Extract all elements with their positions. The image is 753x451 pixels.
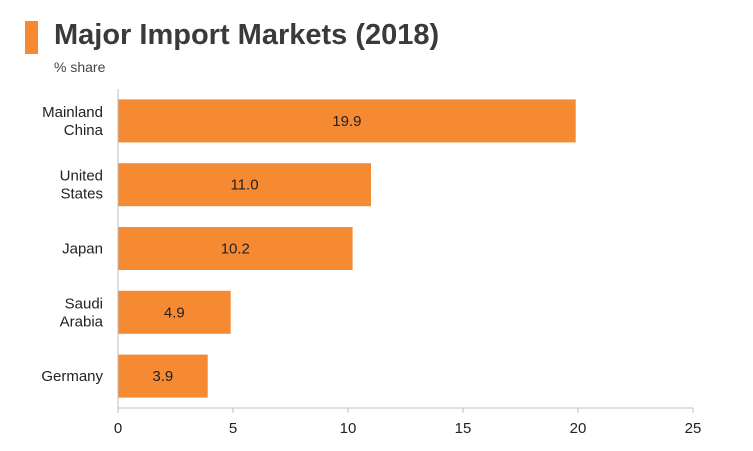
category-label-2: Japan [62,241,103,258]
category-label-0: Mainland China [42,104,104,139]
bar-4 [118,354,208,398]
bar-3 [118,290,231,334]
x-tick-label-0: 0 [114,420,122,437]
x-tick-label-5: 25 [685,420,702,437]
category-label-1: United States [60,168,103,203]
category-label-3: Saudi Arabia [60,295,104,330]
data-label-1: 11.0 [230,177,258,194]
bar-1 [118,163,371,207]
bar-0 [118,99,576,143]
x-tick-label-4: 20 [570,420,587,437]
title-accent-bar [25,21,38,54]
data-label-0: 19.9 [332,113,361,130]
chart-subtitle: % share [54,59,106,75]
x-tick-label-1: 5 [229,420,237,437]
chart-title: Major Import Markets (2018) [54,19,440,51]
bar-2 [118,227,353,270]
data-label-4: 3.9 [152,368,173,385]
category-label-4: Germany [41,368,103,385]
x-tick-label-3: 15 [455,420,472,437]
x-tick-label-2: 10 [340,420,357,437]
data-label-2: 10.2 [221,241,250,258]
data-label-3: 4.9 [164,304,185,321]
